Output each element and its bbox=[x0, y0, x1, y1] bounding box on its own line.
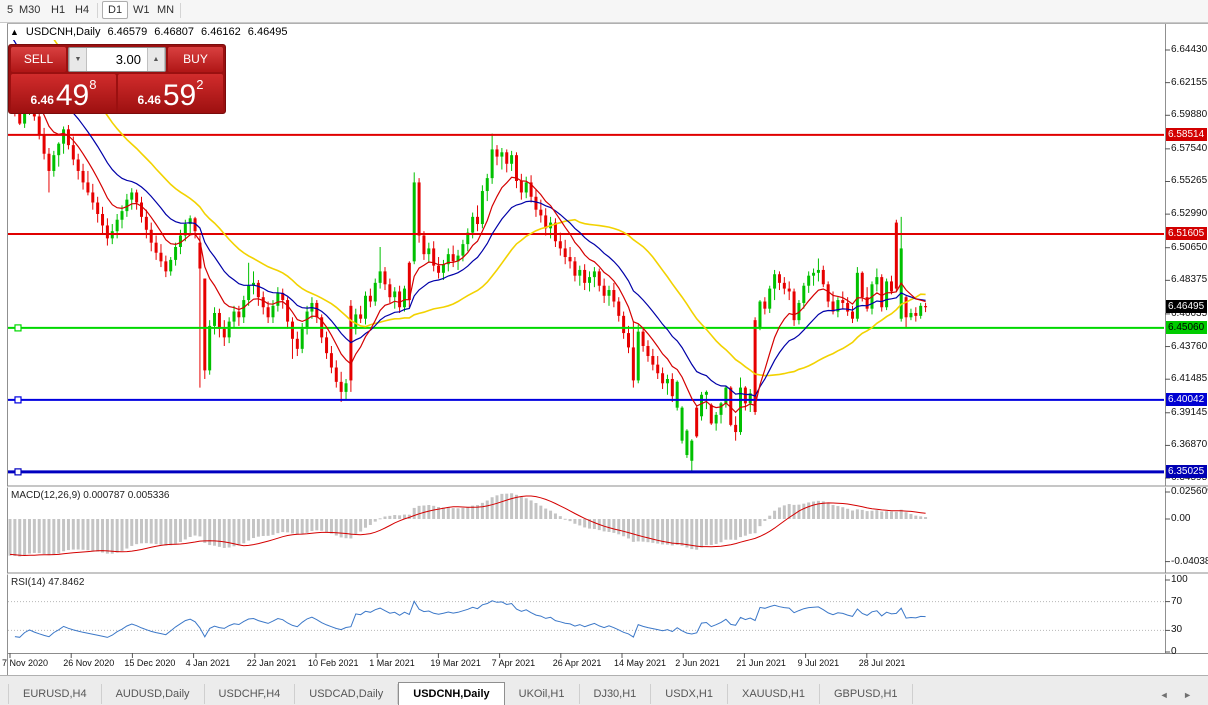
rsi-label: RSI(14) 47.8462 bbox=[11, 577, 85, 588]
buy-price-small: 6.46 bbox=[137, 93, 161, 107]
buy-price-sup: 2 bbox=[196, 77, 204, 92]
buy-button[interactable]: BUY bbox=[168, 47, 223, 72]
rsi-tick-label: 0 bbox=[1171, 646, 1177, 657]
price-tick-label: 6.41485 bbox=[1171, 373, 1208, 385]
symbol-tabbar: EURUSD,H4 AUDUSD,Daily USDCHF,H4 USDCAD,Dai… bbox=[0, 675, 1208, 705]
symbol-name: USDCNH,Daily bbox=[25, 26, 101, 38]
one-click-trading-widget: SELL ▼ 3.00 ▲ BUY 6.46 49 8 6.46 59 2 bbox=[8, 44, 226, 114]
ohlc-open: 6.46579 bbox=[107, 26, 148, 38]
timeframe-button-5[interactable]: 5 bbox=[7, 4, 14, 16]
date-tick-label: 9 Jul 2021 bbox=[797, 658, 840, 668]
macd-tick-label: 0.00 bbox=[1171, 513, 1191, 524]
ohlc-high: 6.46807 bbox=[154, 26, 195, 38]
timeframe-button-m30[interactable]: M30 bbox=[19, 4, 41, 16]
price-tick-label: 6.59880 bbox=[1171, 109, 1208, 121]
date-tick-label: 26 Apr 2021 bbox=[552, 658, 602, 668]
current-price-badge: 6.46495 bbox=[1166, 300, 1207, 314]
price-tick-label: 6.64430 bbox=[1171, 44, 1208, 55]
date-tick-label: 15 Dec 2020 bbox=[124, 658, 176, 668]
toolbar-separator bbox=[97, 3, 98, 18]
date-tick-label: 14 May 2021 bbox=[614, 658, 667, 668]
ohlc-low: 6.46162 bbox=[201, 26, 241, 38]
ohlc-close: 6.46495 bbox=[247, 26, 288, 38]
price-line-badge: 6.40042 bbox=[1166, 392, 1207, 406]
tab-gbpusd[interactable]: GBPUSD,H1 bbox=[820, 684, 913, 704]
date-tick-label: 28 Jul 2021 bbox=[858, 658, 906, 668]
price-tick-label: 6.43760 bbox=[1171, 340, 1208, 352]
volume-increase-icon[interactable]: ▲ bbox=[147, 48, 165, 71]
tab-audusd[interactable]: AUDUSD,Daily bbox=[102, 684, 205, 704]
timeframe-button-h1[interactable]: H1 bbox=[51, 4, 66, 16]
macd-label: MACD(12,26,9) 0.000787 0.005336 bbox=[11, 490, 170, 501]
timeframe-button-h4[interactable]: H4 bbox=[75, 4, 90, 16]
timeframe-button-w1[interactable]: W1 bbox=[133, 4, 150, 16]
price-line-badge: 6.58514 bbox=[1166, 127, 1207, 141]
timeframe-button-d1[interactable]: D1 bbox=[102, 1, 129, 19]
date-tick-label: 26 Nov 2020 bbox=[63, 658, 115, 668]
price-tick-label: 6.48375 bbox=[1171, 274, 1208, 286]
date-tick-label: 1 Mar 2021 bbox=[369, 658, 415, 668]
sell-button[interactable]: SELL bbox=[11, 47, 66, 72]
tab-scroll-arrows[interactable]: ◄ ► bbox=[1159, 690, 1198, 700]
timeframe-toolbar: 5 M30 H1 H4 D1 W1 MN bbox=[0, 0, 1208, 23]
tab-eurusd[interactable]: EURUSD,H4 bbox=[8, 684, 102, 704]
tab-dj30[interactable]: DJ30,H1 bbox=[580, 684, 652, 704]
rsi-tick-label: 70 bbox=[1171, 595, 1183, 607]
toolbar-separator bbox=[180, 3, 181, 18]
price-line-badge: 6.51605 bbox=[1166, 227, 1207, 240]
date-tick-label: 19 Mar 2021 bbox=[430, 658, 481, 668]
timeframe-button-mn[interactable]: MN bbox=[157, 4, 175, 16]
tab-xauusd[interactable]: XAUUSD,H1 bbox=[728, 684, 820, 704]
macd-tick-label: -0.04038 bbox=[1171, 555, 1208, 567]
volume-stepper[interactable]: ▼ 3.00 ▲ bbox=[68, 47, 166, 72]
price-line-badge: 6.35025 bbox=[1166, 464, 1207, 478]
triangle-icon: ▲ bbox=[10, 27, 19, 37]
date-tick-label: 21 Jun 2021 bbox=[736, 658, 786, 668]
price-tick-label: 6.36870 bbox=[1171, 439, 1208, 451]
chart-header: ▲ USDCNH,Daily 6.46579 6.46807 6.46162 6… bbox=[10, 26, 288, 38]
tab-usdx[interactable]: USDX,H1 bbox=[651, 684, 728, 704]
date-tick-label: 7 Apr 2021 bbox=[491, 658, 536, 668]
buy-price-button[interactable]: 6.46 59 2 bbox=[118, 74, 223, 113]
date-tick-label: 4 Jan 2021 bbox=[185, 658, 231, 668]
rsi-tick-label: 30 bbox=[1171, 624, 1183, 636]
price-tick-label: 6.39145 bbox=[1171, 406, 1208, 418]
price-tick-label: 6.57540 bbox=[1171, 142, 1208, 154]
macd-tick-label: 0.025609 bbox=[1171, 485, 1208, 497]
sell-price-small: 6.46 bbox=[30, 93, 54, 107]
date-tick-label: 2 Jun 2021 bbox=[675, 658, 720, 668]
price-line-badge: 6.45060 bbox=[1166, 320, 1207, 334]
price-tick-label: 6.55265 bbox=[1171, 175, 1208, 187]
tab-usdchf[interactable]: USDCHF,H4 bbox=[205, 684, 296, 704]
sell-price-button[interactable]: 6.46 49 8 bbox=[11, 74, 116, 113]
tab-ukoil[interactable]: UKOil,H1 bbox=[505, 684, 580, 704]
price-tick-label: 6.62155 bbox=[1171, 76, 1208, 88]
date-tick-label: 10 Feb 2021 bbox=[308, 658, 359, 668]
tab-usdcad[interactable]: USDCAD,Daily bbox=[295, 684, 399, 704]
price-tick-label: 6.50650 bbox=[1171, 241, 1208, 253]
volume-decrease-icon[interactable]: ▼ bbox=[69, 48, 87, 71]
sell-price-sup: 8 bbox=[89, 77, 97, 92]
buy-price-big: 59 bbox=[162, 79, 197, 112]
date-tick-label: 22 Jan 2021 bbox=[246, 658, 297, 668]
sell-price-big: 49 bbox=[55, 79, 90, 112]
volume-value[interactable]: 3.00 bbox=[115, 52, 141, 67]
tab-usdcnh[interactable]: USDCNH,Daily bbox=[398, 682, 505, 705]
rsi-tick-label: 100 bbox=[1171, 574, 1188, 585]
price-tick-label: 6.52990 bbox=[1171, 208, 1208, 220]
price-tick-label: 6.46035 bbox=[1171, 307, 1208, 319]
date-tick-label: 7 Nov 2020 bbox=[2, 658, 49, 668]
